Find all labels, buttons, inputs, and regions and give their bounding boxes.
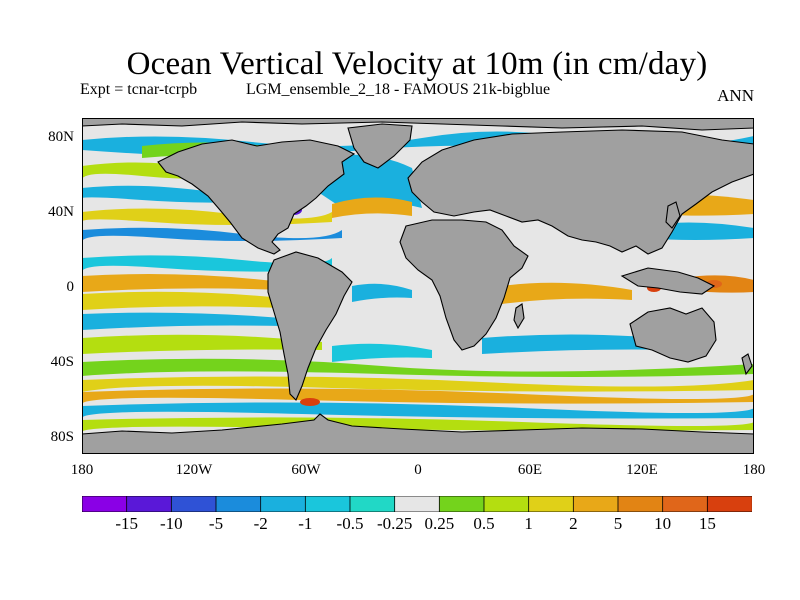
lon-label-180w: 180 [70,462,94,478]
band [82,274,282,292]
colorbar-label: 1 [524,514,533,533]
lat-label-0: 0 [66,279,75,295]
band [82,402,754,419]
lat-label-40n: 40N [48,204,74,220]
world-map [82,118,754,454]
hotspot [300,398,320,406]
north-america [157,139,356,255]
lon-label-0: 0 [414,462,422,478]
band [82,227,342,242]
band [82,376,754,392]
japan [665,201,681,229]
colorbar-swatch [349,496,396,512]
colorbar-swatch [706,496,752,512]
plot-title: Ocean Vertical Velocity at 10m (in cm/da… [126,46,708,82]
colorbar-swatch [304,496,351,512]
colorbar-label: 0.25 [424,514,455,533]
lat-label-40s: 40S [50,354,74,370]
lon-label-180e: 180 [742,462,766,478]
colorbar-label: 10 [654,514,672,533]
new-zealand [741,353,753,376]
colorbar-swatch [215,496,262,512]
colorbar-swatch [170,496,217,512]
greenland [347,123,413,169]
colorbar-swatch [82,496,128,512]
madagascar [513,303,525,330]
colorbar-swatch [438,496,485,512]
south-america [267,251,353,401]
lat-label-80n: 80N [48,129,74,145]
colorbar-label: 2 [569,514,578,533]
colorbar-swatch [617,496,664,512]
season-label: ANN [717,86,754,105]
band [82,291,282,310]
lat-label-80s: 80S [50,429,74,445]
colorbar [82,496,752,512]
colorbar-swatch [394,496,441,512]
run-label: LGM_ensemble_2_18 - FAMOUS 21k-bigblue [246,81,551,98]
lon-label-120e: 120E [626,462,658,478]
colorbar-swatch [126,496,173,512]
colorbar-label: 5 [613,514,623,533]
antarctica [82,413,754,454]
arctic-land [82,118,754,131]
lon-label-60w: 60W [291,462,321,478]
africa [399,219,529,351]
land-masses [82,118,754,454]
colorbar-label: 0.5 [473,514,495,533]
colorbar-label: -10 [159,514,183,533]
band [352,283,412,302]
colorbar-swatch [483,496,530,512]
band [332,197,412,218]
lon-label-120w: 120W [175,462,213,478]
band [82,255,332,272]
colorbar-label: -15 [115,514,138,533]
band [332,343,432,362]
colorbar-swatch [260,496,307,512]
colorbar-swatch [662,496,709,512]
maritime-continent [620,267,716,295]
australia [629,307,717,363]
colorbar-label: -0.5 [336,514,364,533]
band [502,282,632,304]
colorbar-swatch [528,496,575,512]
colorbar-label: -5 [208,514,224,533]
colorbar-label: -0.25 [376,514,413,533]
map-frame [82,118,754,454]
colorbar-label: 15 [698,514,716,533]
colorbar-label: -1 [298,514,313,533]
experiment-label: Expt = tcnar-tcrpb [80,81,198,98]
band [82,388,754,404]
band [82,312,282,330]
band [82,334,322,354]
colorbar-label: -2 [253,514,268,533]
band [482,334,682,354]
band [82,358,754,377]
colorbar-swatch [572,496,619,512]
lon-label-60e: 60E [517,462,543,478]
